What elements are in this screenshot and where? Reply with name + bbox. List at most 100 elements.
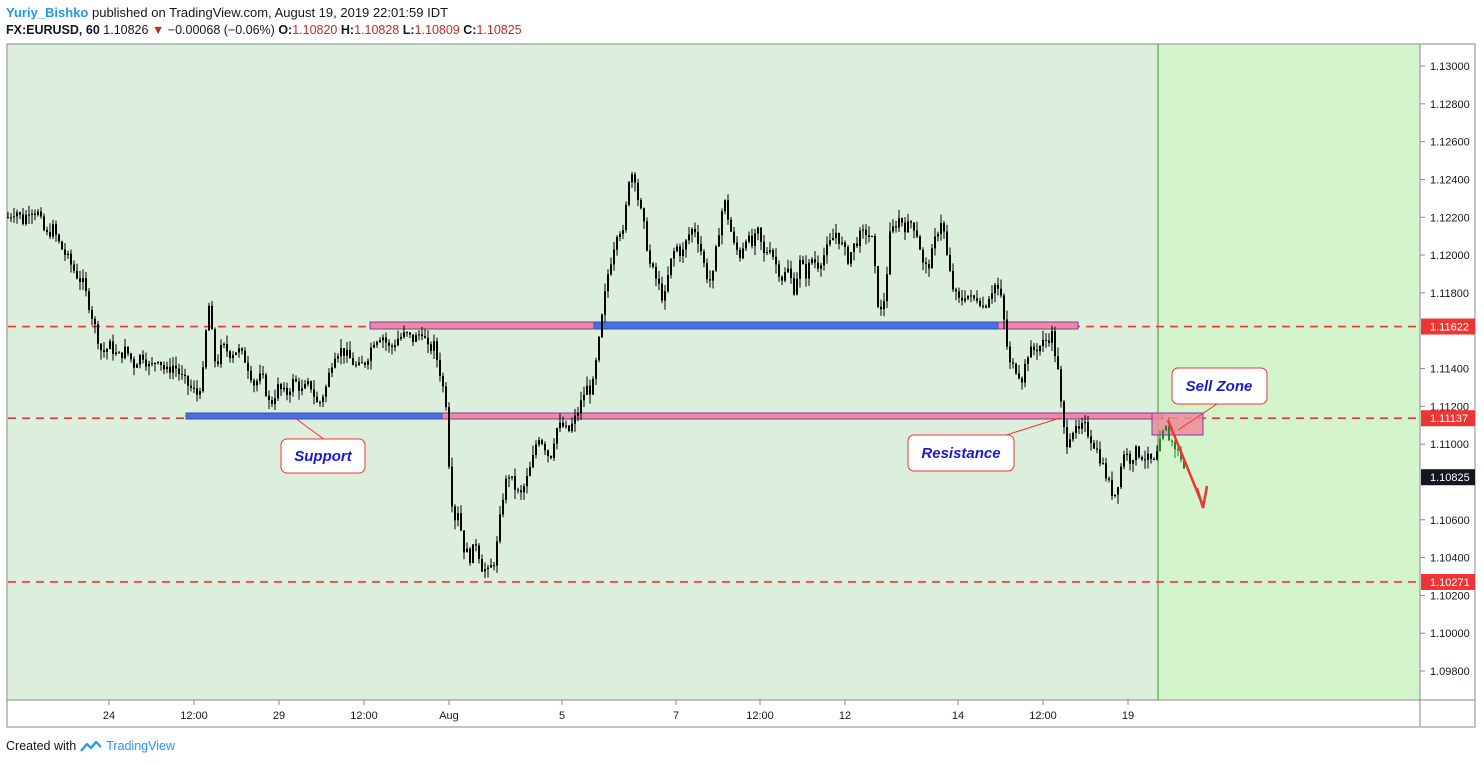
- candle-body-387: [1168, 425, 1170, 441]
- candle-body-294: [889, 231, 891, 275]
- candle-body-276: [835, 232, 837, 238]
- candle-body-10: [37, 211, 39, 215]
- candle-body-310: [937, 233, 939, 237]
- created-with-text: Created with: [6, 739, 77, 753]
- candle-body-282: [853, 243, 855, 253]
- support-box-top[interactable]: [593, 321, 999, 330]
- candle-body-56: [175, 365, 177, 369]
- candle-body-316: [955, 289, 957, 292]
- candle-body-304: [919, 236, 921, 250]
- candle-body-43: [136, 364, 138, 368]
- candle-body-291: [880, 306, 882, 310]
- candle-body-32: [103, 350, 105, 352]
- candle-body-155: [472, 544, 474, 564]
- candle-body-168: [511, 476, 513, 478]
- sell-zone-callout[interactable]: Sell Zone: [1171, 367, 1268, 431]
- support-box-left[interactable]: [185, 412, 443, 420]
- candle-body-317: [958, 291, 960, 298]
- candle-body-207: [628, 182, 630, 205]
- candle-body-182: [553, 443, 555, 458]
- candle-body-245: [742, 248, 744, 259]
- candle-body-357: [1078, 426, 1080, 429]
- candle-body-199: [604, 291, 606, 315]
- price-candles: [7, 171, 1185, 579]
- tradingview-brand[interactable]: TradingView: [106, 739, 175, 753]
- level-tag-1: [1421, 410, 1475, 427]
- candle-body-84: [259, 373, 261, 381]
- candle-body-71: [220, 344, 222, 364]
- candle-body-25: [82, 278, 84, 282]
- candle-body-109: [334, 358, 336, 368]
- resistance-box-top-right[interactable]: [997, 321, 1079, 330]
- candle-body-253: [766, 252, 768, 254]
- time-axis[interactable]: 24 12:00 29 12:00 Aug 5 7 12:00 12 14 12:00 19: [103, 700, 1134, 722]
- candle-body-329: [994, 284, 996, 294]
- candle-body-186: [565, 425, 567, 427]
- price-axis[interactable]: 1.13000 1.12800 1.12600 1.12400 1.12200 1.120…: [1420, 61, 1475, 678]
- candle-body-250: [757, 227, 759, 234]
- candle-body-104: [319, 402, 321, 404]
- candle-body-161: [490, 565, 492, 568]
- resistance-box-mid[interactable]: [441, 412, 1163, 420]
- candle-body-108: [331, 367, 333, 373]
- candle-body-122: [373, 344, 375, 348]
- candle-body-336: [1015, 363, 1017, 374]
- candle-body-159: [484, 569, 486, 572]
- resistance-callout[interactable]: Resistance: [907, 417, 1061, 472]
- candle-body-170: [517, 489, 519, 491]
- candle-body-59: [184, 374, 186, 376]
- candle-body-76: [235, 352, 237, 355]
- y-tick-label-3: 1.12400: [1430, 174, 1470, 186]
- low-value: 1.10809: [414, 23, 460, 37]
- candle-body-193: [586, 385, 588, 395]
- candle-body-105: [322, 396, 324, 403]
- support-bubble: [280, 438, 366, 474]
- candle-body-312: [943, 223, 945, 232]
- candle-body-97: [298, 381, 300, 392]
- candle-body-6: [25, 214, 27, 225]
- candle-body-128: [391, 345, 393, 348]
- candle-body-302: [913, 222, 915, 231]
- candle-body-379: [1144, 459, 1146, 461]
- candle-body-33: [106, 348, 108, 352]
- candle-body-143: [436, 341, 438, 361]
- candle-body-288: [871, 235, 873, 237]
- candle-body-18: [61, 241, 63, 250]
- sell-zone-box[interactable]: [1151, 412, 1204, 436]
- candle-body-378: [1141, 457, 1143, 460]
- candle-body-111: [340, 348, 342, 357]
- candle-body-134: [409, 332, 411, 335]
- candle-body-247: [748, 235, 750, 242]
- candle-body-184: [559, 422, 561, 429]
- y-tick-label-1: 1.12800: [1430, 99, 1470, 111]
- resistance-bubble: [907, 434, 1015, 472]
- candle-body-236: [715, 246, 717, 271]
- zone-boxes: [185, 321, 1204, 436]
- low-label: L:: [402, 23, 415, 37]
- support-callout[interactable]: Support: [280, 417, 366, 474]
- candle-body-94: [289, 391, 291, 395]
- candle-body-197: [598, 336, 600, 361]
- candle-body-79: [244, 350, 246, 363]
- forecast-arrow[interactable]: [1166, 419, 1209, 509]
- candle-body-118: [361, 362, 363, 364]
- candle-body-308: [931, 248, 933, 269]
- candle-body-113: [346, 349, 348, 356]
- candle-body-272: [823, 255, 825, 266]
- candle-body-290: [877, 266, 879, 307]
- candle-body-375: [1132, 460, 1134, 464]
- candle-body-29: [94, 318, 96, 325]
- candle-body-370: [1117, 487, 1119, 495]
- candle-body-322: [973, 295, 975, 299]
- candle-body-8: [31, 213, 33, 215]
- author-link[interactable]: Yuriy_Bishko: [6, 5, 89, 20]
- candle-body-229: [694, 229, 696, 233]
- open-value: 1.10820: [292, 23, 338, 37]
- candle-body-121: [370, 347, 372, 361]
- candle-body-60: [187, 375, 189, 386]
- candle-body-334: [1009, 346, 1011, 363]
- candle-body-101: [310, 381, 312, 390]
- candle-body-12: [43, 216, 45, 230]
- candle-body-14: [49, 231, 51, 237]
